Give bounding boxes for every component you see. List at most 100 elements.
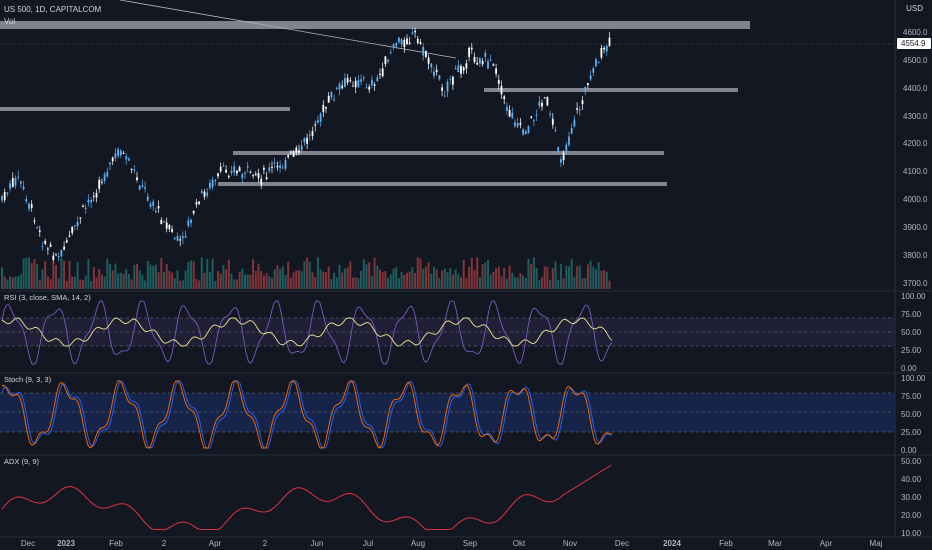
volume-bar [49, 279, 52, 289]
candle-body [344, 78, 346, 87]
volume-bar [478, 277, 481, 289]
candle-body [576, 108, 578, 110]
candle-body [470, 47, 473, 50]
candle-body [476, 62, 479, 65]
volume-bar [176, 270, 179, 289]
time-tick-label: Feb [109, 539, 123, 548]
rsi-tick-label: 0.00 [901, 364, 917, 373]
candle-body [279, 165, 281, 169]
rsi-line [1, 300, 613, 365]
candle-body [36, 227, 38, 229]
volume-bar [433, 266, 435, 289]
volume-bar [484, 262, 487, 289]
candle-body [546, 97, 549, 106]
stoch-band [0, 393, 895, 432]
price-tick-label: 3900.0 [903, 223, 928, 232]
volume-bar [470, 257, 473, 289]
candle-body [578, 109, 581, 111]
stoch-pane[interactable]: Stoch (9, 3, 3) [0, 375, 895, 449]
volume-bar [30, 263, 33, 289]
volume-bar [111, 270, 114, 289]
volume-bar [298, 270, 300, 289]
candle-body [317, 120, 319, 123]
candle-body [511, 112, 514, 118]
candle-body [384, 56, 387, 65]
volume-bar [198, 280, 201, 289]
volume-bar [389, 274, 392, 289]
volume-bar [11, 277, 14, 289]
time-tick-label: Maj [870, 539, 883, 548]
volume-bar [360, 270, 363, 289]
volume-bar [400, 271, 403, 289]
stoch-tick-label: 75.00 [901, 392, 922, 401]
candle-body [209, 182, 211, 189]
candle-body [419, 42, 422, 44]
candle-body [82, 205, 84, 208]
candle-body [460, 66, 462, 74]
volume-bar [500, 276, 503, 289]
rsi-tick-label: 25.00 [901, 346, 922, 355]
candle-body [489, 59, 492, 61]
candle-body [49, 244, 52, 247]
volume-bar [487, 260, 489, 289]
candle-body [589, 75, 592, 80]
candle-body [163, 221, 165, 223]
volume-bar [90, 280, 93, 289]
adx-pane[interactable]: ADX (9, 9) [1, 457, 612, 530]
candle-body [487, 61, 489, 69]
volume-bar [130, 279, 133, 289]
rsi-ma-line [1, 317, 613, 347]
time-tick-label: Nov [563, 539, 577, 548]
candle-body [568, 136, 570, 145]
candle-body [68, 235, 71, 237]
candle-body [244, 172, 246, 174]
volume-bar [200, 257, 203, 289]
candle-body [290, 151, 292, 153]
candle-body [173, 237, 176, 240]
volume-bar [127, 273, 130, 289]
candle-body [44, 240, 47, 244]
candle-body [387, 59, 389, 62]
candle-body [141, 185, 144, 187]
volume-bar [608, 280, 611, 289]
time-tick-label: Apr [820, 539, 833, 548]
volume-bar [9, 276, 12, 289]
volume-label[interactable]: Vol [4, 17, 16, 26]
volume-bar [562, 278, 565, 289]
volume-bar [152, 265, 155, 289]
candle-body [311, 131, 314, 136]
symbol-title[interactable]: US 500, 1D, CAPITALCOM [4, 5, 102, 14]
time-tick-label: Jun [311, 539, 324, 548]
volume-bar [230, 273, 233, 289]
candle-body [292, 150, 295, 157]
candle-body [109, 162, 111, 165]
currency-label[interactable]: USD [906, 4, 923, 13]
volume-bar [68, 260, 71, 289]
volume-bar [125, 269, 128, 289]
volume-bar [422, 268, 425, 289]
volume-bar [370, 276, 373, 289]
volume-bar [473, 270, 476, 289]
candle-body [38, 230, 41, 232]
candle-body [98, 179, 101, 189]
rsi-pane[interactable]: RSI (3, close, SMA, 14, 2) [0, 293, 895, 365]
volume-bar [287, 261, 290, 289]
volume-bar [522, 275, 525, 289]
candle-body [157, 206, 160, 209]
volume-bar [527, 258, 530, 289]
candle-body [411, 32, 414, 34]
candle-body [257, 172, 260, 179]
volume-bar [381, 272, 384, 289]
price-pane[interactable] [0, 0, 895, 289]
adx-tick-label: 30.00 [901, 493, 922, 502]
volume-bar [532, 257, 535, 289]
volume-bar [362, 259, 365, 289]
candle-body [530, 116, 533, 118]
volume-bar [179, 280, 182, 289]
volume-bar [335, 277, 338, 289]
rsi-tick-label: 100.00 [901, 292, 926, 301]
candle-body [479, 58, 481, 64]
volume-bar [519, 273, 522, 289]
